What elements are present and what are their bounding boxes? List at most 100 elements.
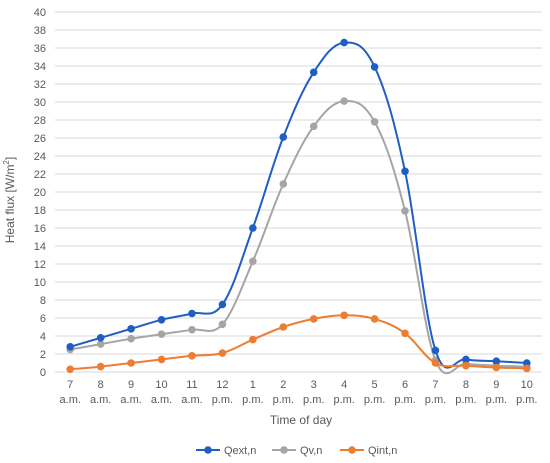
- data-point: [66, 365, 75, 374]
- x-tick-label: 5 p.m.: [364, 379, 385, 406]
- y-axis-title-superscript: 2: [2, 160, 11, 165]
- x-tick-label: 7 p.m.: [425, 379, 446, 406]
- x-tick-hour: 7: [432, 379, 438, 391]
- x-tick-hour: 7: [67, 379, 73, 391]
- data-point: [66, 343, 75, 351]
- x-tick-hour: 1: [250, 379, 256, 391]
- y-tick-label: 0: [40, 367, 46, 379]
- x-tick-period: a.m.: [181, 394, 202, 406]
- data-point: [249, 257, 257, 266]
- y-tick-label: 14: [34, 241, 46, 253]
- series-line: [70, 314, 527, 371]
- y-tick-label: 4: [40, 331, 46, 343]
- x-tick-label: 12 p.m.: [212, 379, 233, 406]
- data-point: [309, 122, 318, 131]
- x-tick-period: a.m.: [120, 394, 141, 406]
- y-axis-title-end: ]: [3, 157, 17, 160]
- data-point: [492, 357, 501, 366]
- y-tick-label: 24: [34, 151, 46, 163]
- data-point: [188, 309, 196, 318]
- data-point: [157, 330, 166, 339]
- x-tick-hour: 12: [216, 379, 228, 391]
- y-tick-label: 8: [40, 295, 46, 307]
- series-1: [66, 97, 531, 375]
- x-tick-hour: 8: [463, 379, 469, 391]
- data-point: [218, 349, 227, 357]
- series-line: [69, 41, 527, 369]
- x-axis-title: Time of day: [270, 413, 332, 427]
- x-tick-period: p.m.: [455, 394, 476, 406]
- x-tick-period: p.m.: [273, 394, 294, 406]
- series-group: [66, 38, 531, 375]
- x-tick-label: 7 a.m.: [60, 379, 81, 406]
- data-point: [492, 363, 501, 372]
- data-point: [401, 329, 409, 338]
- data-point: [96, 362, 105, 371]
- data-point: [370, 63, 379, 71]
- y-tick-label: 26: [34, 133, 46, 145]
- x-tick-period: p.m.: [303, 394, 324, 406]
- y-tick-label: 16: [34, 223, 46, 235]
- legend-marker: [348, 446, 356, 454]
- x-tick-hour: 4: [341, 379, 347, 391]
- x-tick-hour: 5: [372, 379, 378, 391]
- x-tick-period: p.m.: [394, 394, 415, 406]
- y-tick-label: 2: [40, 349, 46, 361]
- legend: Qext,n Qv,n Qint,n: [196, 445, 397, 457]
- x-tick-hour: 2: [280, 379, 286, 391]
- legend-label: Qv,n: [300, 445, 322, 457]
- data-point: [218, 320, 227, 329]
- x-tick-hour: 10: [521, 379, 533, 391]
- legend-marker: [204, 446, 212, 454]
- x-tick-period: p.m.: [516, 394, 537, 406]
- x-tick-period: a.m.: [151, 394, 172, 406]
- x-tick-label: 8 a.m.: [90, 379, 111, 406]
- data-point: [188, 352, 196, 360]
- x-tick-period: p.m.: [242, 394, 263, 406]
- y-tick-label: 6: [40, 313, 46, 325]
- x-tick-label: 1 p.m.: [242, 379, 263, 406]
- x-tick-period: p.m.: [212, 394, 233, 406]
- legend-label: Qint,n: [368, 445, 397, 457]
- x-tick-label: 9 a.m.: [120, 379, 141, 406]
- data-point: [431, 359, 440, 367]
- x-tick-label: 4 p.m.: [333, 379, 354, 406]
- data-point: [279, 133, 288, 141]
- legend-item: Qv,n: [272, 445, 322, 457]
- y-tick-label: 18: [34, 205, 46, 217]
- x-tick-hour: 6: [402, 379, 408, 391]
- x-tick-hour: 3: [311, 379, 317, 391]
- data-point: [249, 224, 257, 232]
- x-axis-tick-labels: 7 a.m. 8 a.m. 9 a.m. 10 a.m. 11 a.m. 12 p.m. 1 p.m. 2 p…: [60, 379, 538, 406]
- data-point: [309, 68, 318, 77]
- y-tick-label: 28: [34, 115, 46, 127]
- data-point: [340, 97, 348, 105]
- x-tick-label: 10 a.m.: [151, 379, 172, 406]
- y-tick-label: 30: [34, 97, 46, 109]
- data-point: [279, 323, 288, 331]
- y-tick-label: 34: [34, 61, 46, 73]
- data-point: [340, 311, 348, 320]
- y-tick-label: 40: [34, 7, 46, 19]
- data-point: [462, 355, 470, 364]
- x-tick-hour: 9: [493, 379, 499, 391]
- y-tick-label: 10: [34, 277, 46, 289]
- data-point: [309, 315, 318, 323]
- x-tick-period: p.m.: [486, 394, 507, 406]
- x-tick-label: 8 p.m.: [455, 379, 476, 406]
- data-point: [522, 359, 531, 367]
- x-tick-label: 9 p.m.: [486, 379, 507, 406]
- data-point: [401, 207, 409, 215]
- y-axis-title: Heat flux [W/m2]: [2, 157, 17, 243]
- gridlines: [55, 11, 542, 373]
- legend-item: Qext,n: [196, 445, 256, 457]
- data-point: [127, 325, 135, 333]
- data-point: [370, 118, 379, 126]
- data-point: [522, 364, 531, 373]
- legend-label: Qext,n: [224, 445, 256, 457]
- x-tick-period: p.m.: [364, 394, 385, 406]
- x-tick-hour: 10: [155, 379, 167, 391]
- series-2: [66, 311, 531, 374]
